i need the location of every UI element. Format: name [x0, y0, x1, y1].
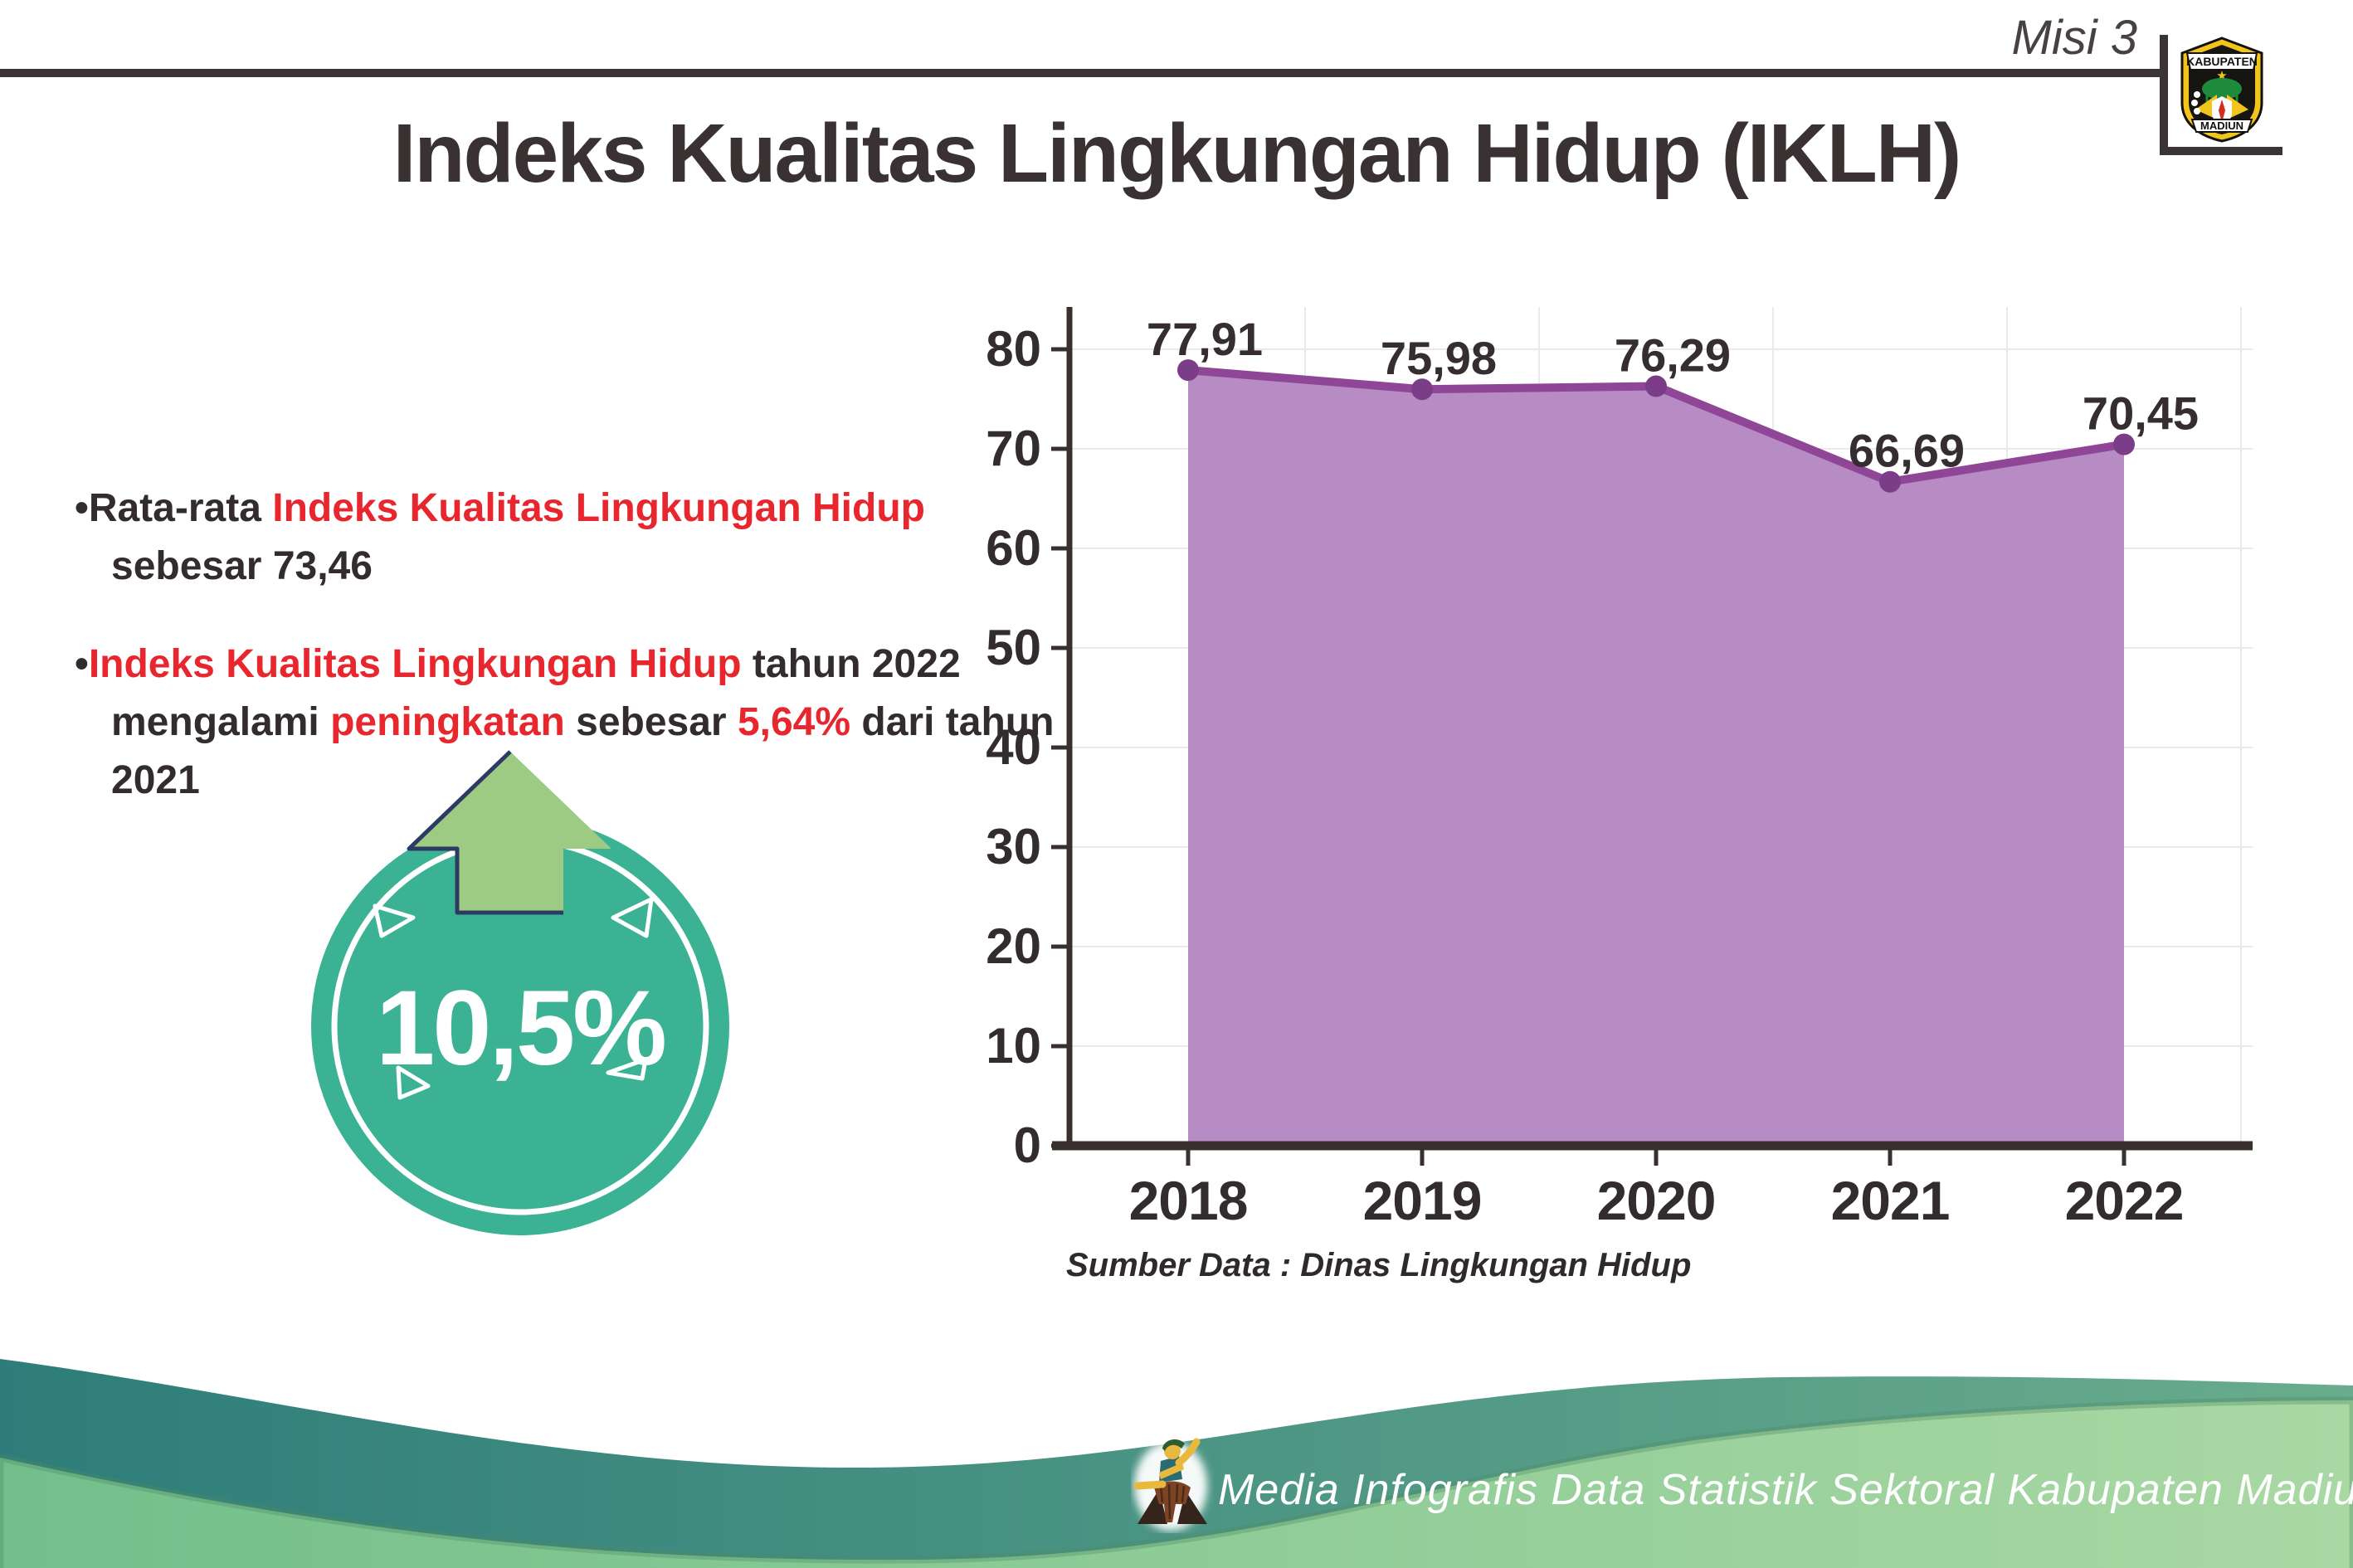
source-note: Sumber Data : Dinas Lingkungan Hidup	[1066, 1247, 1691, 1283]
chart-axes	[1051, 307, 2253, 1166]
badge-spark-top-right	[611, 897, 654, 938]
badge-spark-bottom-left	[396, 1065, 431, 1100]
y-tick-label: 20	[986, 918, 1041, 974]
mascot-sash	[1159, 1463, 1184, 1479]
increase-badge: 10,5%	[311, 750, 729, 1235]
kabupaten-madiun-logo-icon: KABUPATEN ★ MADIUN	[2180, 37, 2263, 143]
series-area-fill	[1188, 370, 2124, 1146]
data-point-marker	[1879, 470, 1901, 493]
logo-cotton-3	[2194, 108, 2200, 114]
bullet1-highlight: Indeks Kualitas Lingkungan Hidup	[272, 486, 925, 530]
key-findings: •Rata-rata Indeks Kualitas Lingkungan Hi…	[75, 480, 1062, 810]
logo-cotton-2	[2191, 100, 2198, 106]
data-value-label: 76,29	[1615, 329, 1731, 382]
logo-top-text: KABUPATEN	[2186, 55, 2258, 68]
footer-wave-green	[0, 1396, 2353, 1568]
bullet2-text-2: sebesar	[564, 700, 738, 744]
chart-area-series	[1177, 359, 2135, 1146]
bullet2-text-1: tahun 2022 mengalami	[111, 642, 961, 744]
x-tick-label: 2018	[1129, 1170, 1248, 1231]
data-point-marker	[1177, 359, 1199, 382]
logo-top-ribbon	[2185, 52, 2258, 71]
bullet-marker: •	[75, 642, 89, 686]
dancer-mascot-icon	[1133, 1438, 1207, 1531]
bullet2-highlight-2: peningkatan	[330, 700, 565, 744]
up-arrow-icon	[409, 752, 611, 913]
badge-spark-top-left	[373, 903, 416, 938]
logo-right-wing-icon	[2227, 95, 2248, 119]
mission-label: Misi 3	[2011, 11, 2137, 65]
mascot-hat	[1162, 1439, 1185, 1451]
bullet-average-iklh: •Rata-rata Indeks Kualitas Lingkungan Hi…	[75, 480, 1062, 596]
badge-value: 10,5%	[376, 969, 665, 1088]
logo-cotton-1	[2194, 91, 2200, 98]
y-tick-label: 0	[1014, 1118, 1041, 1173]
y-tick-label: 60	[986, 520, 1041, 576]
data-point-marker	[1411, 378, 1433, 401]
mascot-head	[1164, 1443, 1181, 1459]
mascot-left-arm	[1133, 1480, 1167, 1490]
logo-corner-bracket-vertical	[2160, 35, 2168, 155]
bullet-increase-2022: •Indeks Kualitas Lingkungan Hidup tahun …	[75, 635, 1062, 810]
data-value-label: 75,98	[1381, 332, 1497, 384]
bullet1-value: sebesar 73,46	[111, 544, 373, 588]
page-title: Indeks Kualitas Lingkungan Hidup (IKLH)	[392, 107, 1962, 200]
bullet-marker: •	[75, 486, 89, 530]
logo-tree-icon	[2202, 78, 2242, 100]
logo-left-wing-icon	[2195, 95, 2217, 119]
data-point-marker	[2113, 433, 2135, 455]
header-rule	[0, 69, 2164, 77]
bullet2-percentage: 5,64%	[737, 700, 851, 744]
bullet2-text-3: dari tahun 2021	[111, 700, 1055, 802]
x-tick-label: 2022	[2065, 1170, 2184, 1231]
logo-kris-icon	[2219, 100, 2225, 123]
badge-spark-bottom-right	[606, 1057, 648, 1081]
y-tick-label: 70	[986, 421, 1041, 476]
logo-corner-bracket-horizontal	[2160, 147, 2282, 155]
footer-caption: Media Infografis Data Statistik Sektoral…	[1218, 1466, 2353, 1514]
up-arrow-outline	[407, 750, 563, 915]
y-tick-label: 10	[986, 1018, 1041, 1074]
mascot-skirt	[1154, 1481, 1191, 1522]
y-tick-label: 50	[986, 620, 1041, 675]
data-value-label: 70,45	[2083, 387, 2199, 440]
bullet2-highlight-1: Indeks Kualitas Lingkungan Hidup	[88, 642, 742, 686]
x-tick-label: 2020	[1597, 1170, 1716, 1231]
logo-bottom-ribbon	[2190, 119, 2253, 133]
data-value-label: 66,69	[1849, 425, 1965, 477]
mascot-right-arm	[1175, 1438, 1201, 1467]
data-point-marker	[1645, 375, 1667, 397]
y-tick-label: 80	[986, 321, 1041, 377]
mascot-skirt-weave	[1159, 1483, 1186, 1520]
logo-bottom-text: MADIUN	[2200, 119, 2243, 132]
y-tick-label: 40	[986, 719, 1041, 775]
data-value-label: 77,91	[1147, 313, 1263, 365]
y-tick-label: 30	[986, 819, 1041, 874]
iklh-area-chart: 0 10 20 30 40 50 60 70 80 2018 2019 2020 2021 2022 77,…	[986, 307, 2253, 1283]
bullet1-text: Rata-rata	[88, 486, 273, 530]
chart-labels: 0 10 20 30 40 50 60 70 80 2018 2019 2020 2021 2022 77,…	[986, 313, 2199, 1231]
x-tick-label: 2019	[1363, 1170, 1482, 1231]
x-tick-label: 2021	[1831, 1170, 1950, 1231]
